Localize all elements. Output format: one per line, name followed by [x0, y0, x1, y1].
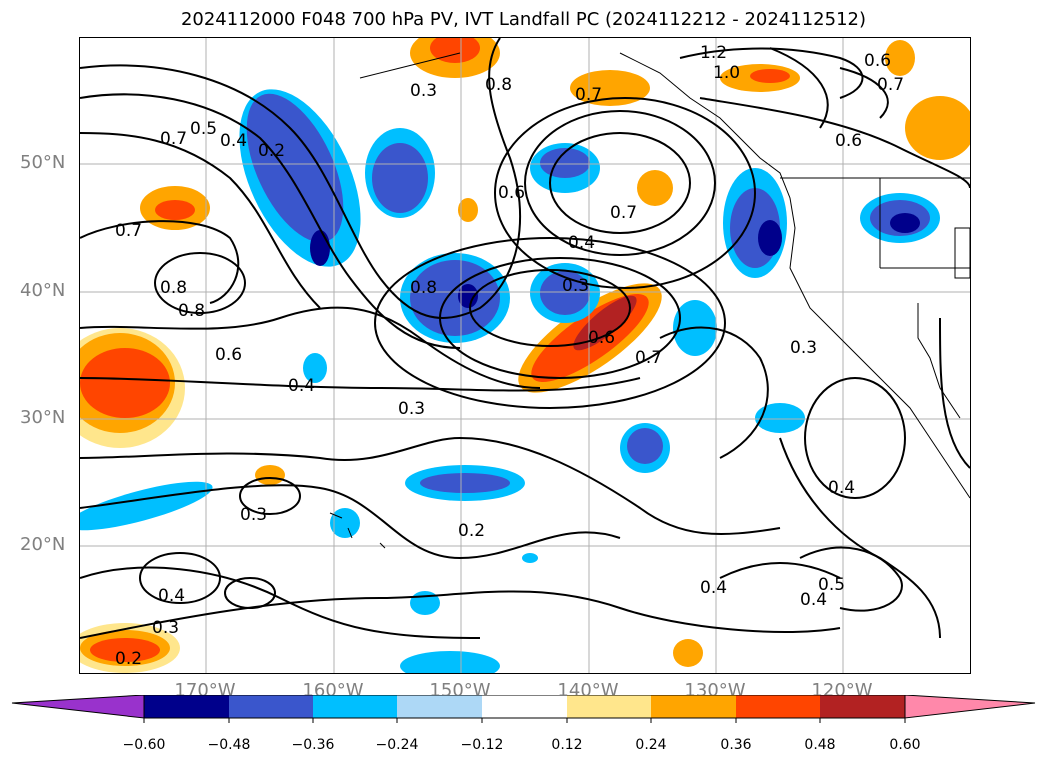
contour-label: 0.8 [410, 278, 437, 298]
contour-label: 0.6 [835, 131, 862, 151]
colorbar-segment [567, 695, 651, 718]
map-canvas: 1.2 1.0 0.6 0.7 0.8 0.3 0.5 0.4 0.2 0.7 … [80, 38, 970, 673]
colorbar-segment [482, 695, 567, 718]
contour-label: 0.7 [877, 75, 904, 95]
contour-label: 0.4 [700, 578, 727, 598]
lat-label: 20°N [20, 534, 66, 555]
contour-label: 0.7 [610, 203, 637, 223]
contour-label: 0.3 [562, 276, 589, 296]
colorbar-tick-label: −0.48 [207, 737, 251, 753]
contour-label: 1.2 [700, 43, 727, 63]
contour-label: 0.5 [190, 119, 217, 139]
lat-label: 40°N [20, 280, 66, 301]
contour-label: 0.2 [458, 521, 485, 541]
contour-label: 0.7 [115, 221, 142, 241]
colorbar [11, 695, 1036, 723]
colorbar-segment [820, 695, 905, 718]
colorbar-tick-label: −0.12 [460, 737, 504, 753]
contour-label: 0.4 [158, 586, 185, 606]
contour-label: 0.3 [790, 338, 817, 358]
colorbar-tick-label: −0.36 [291, 737, 335, 753]
contour-label: 0.6 [588, 328, 615, 348]
contour-labels: 1.2 1.0 0.6 0.7 0.8 0.3 0.5 0.4 0.2 0.7 … [115, 43, 904, 669]
contour-label: 0.4 [288, 376, 315, 396]
colorbar-tick-label: 0.24 [635, 737, 667, 753]
colorbar-tick-label: −0.24 [375, 737, 419, 753]
colorbar-extend-max [904, 695, 1036, 719]
contour-label: 0.3 [410, 81, 437, 101]
coastlines [329, 52, 970, 549]
map-panel: 1.2 1.0 0.6 0.7 0.8 0.3 0.5 0.4 0.2 0.7 … [79, 37, 971, 674]
map-title: 2024112000 F048 700 hPa PV, IVT Landfall… [180, 9, 867, 30]
contour-label: 0.6 [498, 183, 525, 203]
contour-label: 0.8 [160, 278, 187, 298]
colorbar-tick-label: −0.60 [122, 737, 166, 753]
contour-label: 0.6 [215, 345, 242, 365]
colorbar-tick-label: 0.48 [804, 737, 836, 753]
contour-label: 0.4 [568, 233, 595, 253]
colorbar-segment [313, 695, 397, 718]
contour-label: 0.2 [115, 649, 142, 669]
contour-label: 0.4 [800, 590, 827, 610]
contour-label: 0.8 [485, 75, 512, 95]
contour-label: 0.7 [575, 85, 602, 105]
colorbar-segment [229, 695, 313, 718]
colorbar-segment [144, 695, 229, 718]
colorbar-tick-label: 0.12 [551, 737, 583, 753]
contour-label: 0.2 [258, 141, 285, 161]
contour-label: 0.4 [220, 131, 247, 151]
contour-label: 0.8 [178, 301, 205, 321]
colorbar-segment [651, 695, 736, 718]
contour-label: 0.7 [635, 348, 662, 368]
contour-label: 0.4 [828, 478, 855, 498]
colorbar-segment [736, 695, 820, 718]
contour-label: 0.7 [160, 129, 187, 149]
contours [80, 38, 970, 639]
contour-label: 0.6 [864, 51, 891, 71]
colorbar-tick-label: 0.36 [720, 737, 752, 753]
contour-label: 0.3 [240, 505, 267, 525]
contour-label: 0.5 [818, 575, 845, 595]
lat-label: 30°N [20, 407, 66, 428]
colorbar-extend-min [11, 695, 145, 719]
colorbar-segment [397, 695, 482, 718]
colorbar-tick-label: 0.60 [889, 737, 921, 753]
contour-label: 0.3 [152, 618, 179, 638]
lat-label: 50°N [20, 152, 66, 173]
contour-label: 0.3 [398, 399, 425, 419]
contour-label: 1.0 [713, 63, 740, 83]
